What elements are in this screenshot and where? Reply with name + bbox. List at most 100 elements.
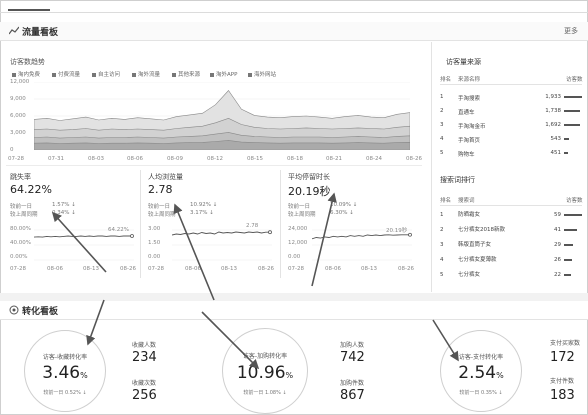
conversion-stat-label: 收藏次数 [132, 380, 157, 387]
trend-divider [6, 165, 422, 166]
source-rank: 1 [440, 94, 444, 100]
keyword-bar [564, 214, 582, 216]
legend-item[interactable]: 淘内免费 [12, 70, 40, 78]
trend-title: 访客数趋势 [10, 58, 45, 66]
keyword-name: 七分裤女 [458, 272, 481, 278]
source-rank: 2 [440, 108, 444, 114]
card-title: 平均停留时长 [288, 173, 330, 181]
source-row[interactable]: 4 手淘首页 543 [440, 133, 582, 145]
source-row[interactable]: 2 直通车 1,738 [440, 105, 582, 117]
trend-area-series-4 [34, 140, 410, 150]
keyword-value: 22 [554, 272, 561, 278]
card-y-tick: 40.00% [10, 240, 31, 246]
card-sparkline [172, 231, 270, 236]
legend-item[interactable]: 其他来源 [172, 70, 200, 78]
card-x-tick: 08-13 [83, 266, 99, 272]
keyword-row[interactable]: 2 七分裤女2018新款 41 [440, 227, 582, 241]
circle-title: 访客-收藏转化率 [42, 353, 88, 361]
keyword-value: 29 [554, 242, 561, 248]
card-sparkline-chart [312, 229, 412, 261]
card-sparkline [34, 235, 132, 238]
source-value: 1,738 [545, 108, 561, 114]
conversion-rate-circle: 访客-加购转化率 10.96% 较前一日 1.08% ↓ [222, 328, 308, 414]
trend-x-tick: 08-26 [406, 156, 422, 162]
legend-swatch [12, 72, 16, 77]
source-name: 手淘首页 [458, 138, 481, 144]
circle-value-unit: % [80, 371, 88, 380]
card-meta-value: 3.17% ↓ [190, 210, 214, 216]
source-row[interactable]: 3 手淘淘金币 1,692 [440, 119, 582, 131]
card-x-tick: 08-26 [120, 266, 136, 272]
source-row[interactable]: 5 购物车 451 [440, 147, 582, 159]
keyword-name: 七分裤女夏薄款 [458, 257, 497, 263]
keyword-row[interactable]: 4 七分裤女夏薄款 26 [440, 257, 582, 271]
top-tab-bar [0, 0, 588, 13]
keyword-row[interactable]: 3 韩版直筒子女 29 [440, 242, 582, 256]
legend-item[interactable]: 淘外流量 [132, 70, 160, 78]
card-y-tick: 1.50 [148, 240, 161, 246]
legend-item[interactable]: 海外网站 [248, 70, 276, 78]
source-head-name: 来源名称 [458, 77, 481, 83]
legend-item[interactable]: 淘外APP [210, 70, 237, 78]
keyword-value: 59 [554, 212, 561, 218]
legend-item[interactable]: 付费流量 [52, 70, 80, 78]
card-meta-label: 较上周同期 [10, 212, 38, 218]
card-x-tick: 08-13 [361, 266, 377, 272]
right-panel-divider [431, 42, 432, 292]
card-x-tick: 08-06 [325, 266, 341, 272]
line-chart-icon [8, 26, 20, 35]
trend-x-tick: 07-28 [8, 156, 24, 162]
keyword-row[interactable]: 5 七分裤女 22 [440, 272, 582, 286]
source-row[interactable]: 1 手淘搜索 1,933 [440, 91, 582, 103]
circle-value: 2.54% [441, 363, 521, 383]
legend-item[interactable]: 自主访问 [92, 70, 120, 78]
circle-value-number: 3.46 [42, 363, 81, 383]
keyword-rank: 4 [440, 257, 444, 263]
keyword-name: 七分裤女2018新款 [458, 227, 505, 233]
source-bar [564, 152, 568, 154]
conversion-stat-value: 234 [132, 350, 157, 365]
conversion-rate-circle: 访客-支付转化率 2.54% 较前一日 0.35% ↓ [440, 330, 522, 412]
keyword-bar [564, 229, 577, 231]
source-rank: 3 [440, 122, 444, 128]
conversion-stat-value: 742 [340, 350, 365, 365]
conversion-section-header: 转化看板 [0, 301, 588, 320]
card-meta-label: 较前一日 [288, 204, 311, 210]
active-tab-indicator[interactable] [8, 9, 50, 11]
circle-value-unit: % [285, 370, 294, 380]
conversion-stat-label: 支付件数 [550, 378, 575, 385]
conversion-stat-value: 172 [550, 350, 575, 365]
source-bar [564, 96, 582, 98]
arrow-bounce [51, 211, 107, 273]
keyword-row[interactable]: 1 防晒霜女 59 [440, 212, 582, 226]
card-meta-label: 较上周同期 [288, 212, 316, 218]
conversion-stat-value: 867 [340, 388, 365, 403]
keyword-head-name: 搜索词 [458, 198, 475, 204]
keyword-bar [564, 274, 571, 276]
source-name: 手淘淘金币 [458, 124, 486, 130]
source-rank: 4 [440, 136, 444, 142]
keyword-name: 防晒霜女 [458, 212, 481, 218]
keyword-bar [564, 259, 572, 261]
card-title: 跳失率 [10, 173, 31, 181]
conversion-section-title: 转化看板 [22, 307, 59, 317]
legend-label: 付费流量 [58, 72, 81, 78]
visitor-trend-chart [34, 82, 410, 150]
trend-y-tick: 9,000 [10, 96, 26, 102]
traffic-more-link[interactable]: 更多 [564, 27, 578, 35]
source-bar [564, 110, 580, 112]
source-bar [564, 138, 569, 140]
keyword-rank: 2 [440, 227, 444, 233]
circle-meta: 较前一日 0.35% ↓ [459, 389, 503, 396]
legend-swatch [132, 72, 136, 77]
keyword-head-divider [440, 205, 582, 206]
card-x-tick: 08-06 [47, 266, 63, 272]
legend-label: 淘外APP [216, 72, 238, 78]
card-meta-label: 较前一日 [148, 204, 171, 210]
source-head-value: 访客数 [566, 77, 583, 83]
trend-x-tick: 08-21 [326, 156, 342, 162]
card-end-label: 64.22% [108, 227, 129, 233]
trend-x-tick: 08-09 [167, 156, 183, 162]
traffic-section-title: 流量看板 [22, 28, 59, 38]
conversion-stat-value: 256 [132, 388, 157, 403]
